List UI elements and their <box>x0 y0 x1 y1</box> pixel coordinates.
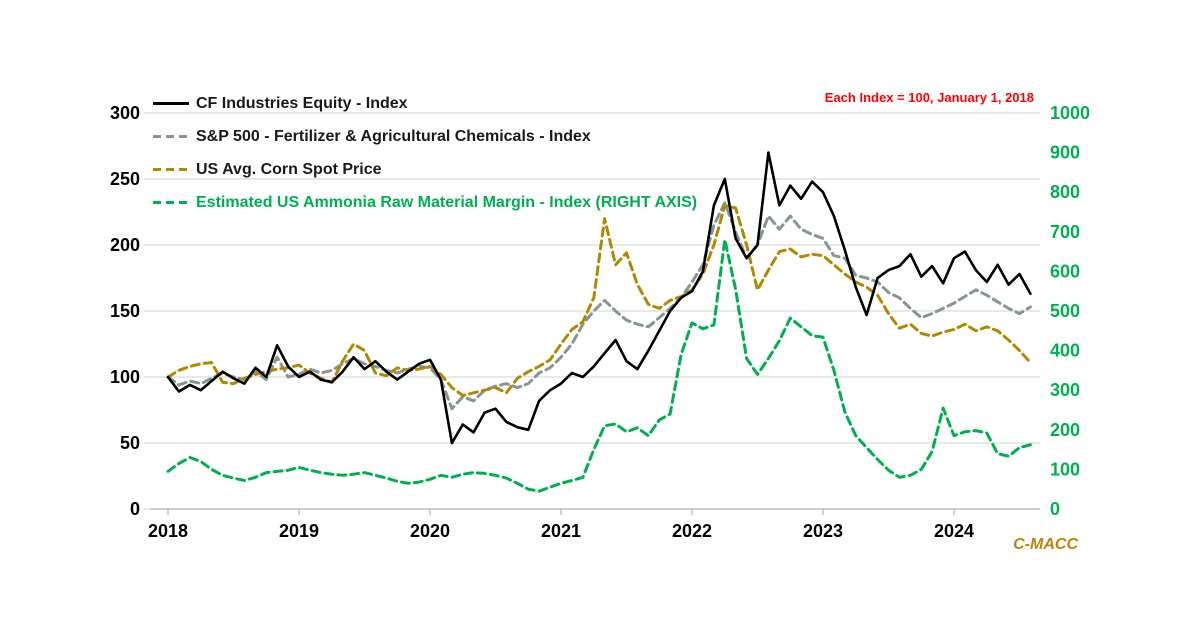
y-axis-label-right: 600 <box>1050 261 1080 281</box>
legend-item-corn-spot-price: US Avg. Corn Spot Price <box>153 153 697 186</box>
legend-label: Estimated US Ammonia Raw Material Margin… <box>196 193 698 211</box>
y-axis-label-left: 0 <box>130 499 140 519</box>
legend-line-sample <box>153 167 189 172</box>
x-axis-label: 2023 <box>803 521 843 541</box>
x-axis-label: 2020 <box>410 521 450 541</box>
series-line-2 <box>166 203 1032 397</box>
y-axis-label-left: 250 <box>110 169 140 189</box>
series-line-3 <box>166 238 1032 493</box>
legend-item-sp500-fertilizer: S&P 500 - Fertilizer & Agricultural Chem… <box>153 120 697 153</box>
legend-label: S&P 500 - Fertilizer & Agricultural Chem… <box>196 127 591 145</box>
series-line-1 <box>166 201 1032 411</box>
y-axis-label-right: 900 <box>1050 143 1080 163</box>
legend-item-cf-industries: CF Industries Equity - Index <box>153 87 697 120</box>
y-axis-label-right: 500 <box>1050 301 1080 321</box>
y-axis-label-left: 150 <box>110 301 140 321</box>
y-axis-label-right: 200 <box>1050 420 1080 440</box>
series-line-0 <box>166 151 1032 445</box>
y-axis-label-left: 200 <box>110 235 140 255</box>
legend-label: CF Industries Equity - Index <box>196 94 408 112</box>
y-axis-label-left: 300 <box>110 103 140 123</box>
y-axis-label-left: 50 <box>120 433 140 453</box>
legend-label: US Avg. Corn Spot Price <box>196 160 382 178</box>
y-axis-label-right: 800 <box>1050 182 1080 202</box>
y-axis-label-right: 0 <box>1050 499 1060 519</box>
x-axis-label: 2024 <box>934 521 974 541</box>
legend-line-sample <box>153 200 189 205</box>
index-base-annotation: Each Index = 100, January 1, 2018 <box>824 90 1034 105</box>
x-axis-label: 2018 <box>148 521 188 541</box>
legend-line-sample <box>153 134 189 139</box>
legend-item-ammonia-margin: Estimated US Ammonia Raw Material Margin… <box>153 186 697 219</box>
y-axis-label-right: 300 <box>1050 380 1080 400</box>
legend-line-sample <box>153 102 189 105</box>
y-axis-label-right: 1000 <box>1050 103 1090 123</box>
x-axis-label: 2019 <box>279 521 319 541</box>
x-axis-label: 2021 <box>541 521 581 541</box>
x-axis-label: 2022 <box>672 521 712 541</box>
y-axis-label-right: 700 <box>1050 222 1080 242</box>
cmacc-watermark: C-MACC <box>1013 536 1078 553</box>
y-axis-label-right: 400 <box>1050 341 1080 361</box>
chart-legend: CF Industries Equity - Index S&P 500 - F… <box>153 87 697 219</box>
y-axis-label-right: 100 <box>1050 459 1080 479</box>
y-axis-label-left: 100 <box>110 367 140 387</box>
